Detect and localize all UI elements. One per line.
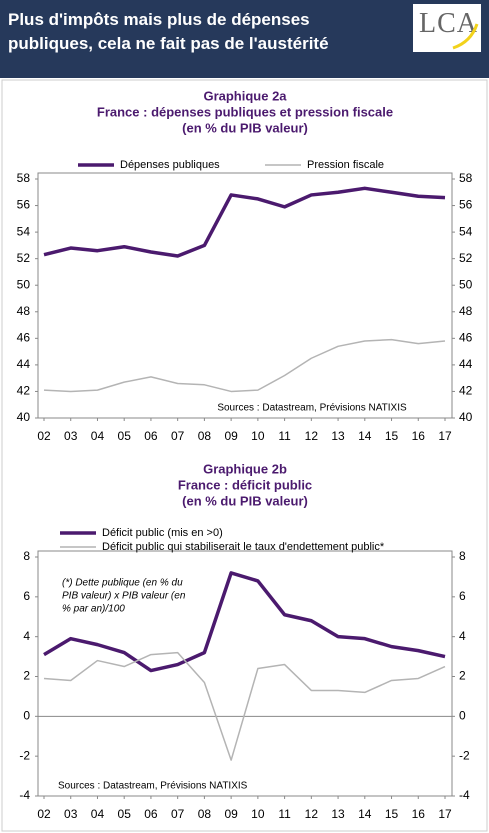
- y-tick-label: 42: [17, 384, 31, 398]
- legend-label: Déficit public (mis en >0): [102, 527, 223, 539]
- y2-tick-label: 6: [459, 589, 466, 603]
- x-tick-label: 04: [91, 807, 105, 821]
- y2-tick-label: -2: [459, 748, 470, 762]
- plot-frame: [37, 172, 453, 419]
- y-tick-label: 50: [17, 277, 31, 291]
- x-tick-label: 14: [358, 807, 372, 821]
- logo: LCA: [413, 4, 481, 52]
- x-tick-label: 16: [412, 807, 426, 821]
- y2-tick-label: 4: [459, 629, 466, 643]
- line-series: [43, 571, 446, 673]
- chart-title: Graphique 2a: [203, 88, 287, 103]
- chart-subtitle: (en % du PIB valeur): [182, 120, 308, 135]
- y-tick-label: 56: [17, 198, 31, 212]
- x-tick-label: 12: [305, 429, 319, 443]
- y2-tick-label: 46: [459, 331, 473, 345]
- y2-tick-label: 2: [459, 669, 466, 683]
- plot-frame: [37, 550, 453, 797]
- y-tick-label: -2: [19, 748, 30, 762]
- y-tick-label: 8: [23, 549, 30, 563]
- x-tick-label: 02: [37, 807, 51, 821]
- note: % par an)/100: [62, 604, 125, 615]
- source: Sources : Datastream, Prévisions NATIXIS: [58, 781, 248, 792]
- y-tick-label: 48: [17, 304, 31, 318]
- line-series: [43, 651, 446, 761]
- y2-tick-label: 42: [459, 384, 473, 398]
- x-tick-label: 15: [385, 429, 399, 443]
- y2-tick-label: 56: [459, 198, 473, 212]
- y-tick-label: 54: [17, 224, 31, 238]
- x-tick-label: 16: [412, 429, 426, 443]
- x-tick-label: 05: [118, 429, 132, 443]
- x-tick-label: 07: [171, 429, 185, 443]
- header: Plus d'impôts mais plus de dépenses publ…: [0, 0, 489, 78]
- x-tick-label: 02: [37, 429, 51, 443]
- y-tick-label: 6: [23, 589, 30, 603]
- x-tick-label: 06: [144, 429, 158, 443]
- y2-tick-label: 52: [459, 251, 473, 265]
- source: Sources : Datastream, Prévisions NATIXIS: [217, 403, 407, 414]
- x-tick-label: 11: [278, 429, 291, 443]
- y-tick-label: 4: [23, 629, 30, 643]
- x-tick-label: 12: [305, 807, 319, 821]
- y2-tick-label: 58: [459, 171, 473, 185]
- y2-tick-label: 50: [459, 277, 473, 291]
- line-series: [43, 186, 446, 258]
- y2-tick-label: 40: [459, 410, 473, 424]
- x-tick-label: 17: [438, 807, 452, 821]
- x-tick-label: 13: [331, 429, 345, 443]
- x-tick-label: 05: [118, 807, 132, 821]
- chart-subtitle: France : dépenses publiques et pression …: [97, 104, 393, 119]
- note: PIB valeur) x PIB valeur (en: [62, 591, 186, 602]
- y-tick-label: 46: [17, 331, 31, 345]
- x-tick-label: 04: [91, 429, 105, 443]
- y-tick-label: 2: [23, 669, 30, 683]
- x-tick-label: 10: [251, 807, 265, 821]
- frame: [1, 79, 488, 832]
- legend-label: Pression fiscale: [307, 159, 384, 171]
- x-tick-label: 09: [224, 807, 238, 821]
- x-tick-label: 14: [358, 429, 372, 443]
- x-tick-label: 08: [198, 807, 212, 821]
- legend-label: Déficit public qui stabiliserait le taux…: [102, 541, 385, 553]
- x-tick-label: 08: [198, 429, 212, 443]
- header-title: Plus d'impôts mais plus de dépenses publ…: [8, 10, 329, 53]
- x-tick-label: 03: [64, 807, 78, 821]
- x-tick-label: 11: [278, 807, 291, 821]
- y2-tick-label: 44: [459, 357, 473, 371]
- y-tick-label: -4: [19, 788, 30, 802]
- x-tick-label: 09: [224, 429, 238, 443]
- y2-tick-label: 8: [459, 549, 466, 563]
- note: (*) Dette publique (en % du: [62, 578, 183, 589]
- x-tick-label: 03: [64, 429, 78, 443]
- logo-swoosh: [452, 23, 479, 50]
- y-tick-label: 44: [17, 357, 31, 371]
- chart-subtitle: France : déficit public: [178, 477, 312, 492]
- line-series: [43, 338, 446, 393]
- x-tick-label: 06: [144, 807, 158, 821]
- y-tick-label: 0: [23, 709, 30, 723]
- chart-title: Graphique 2b: [203, 461, 287, 476]
- legend-label: Dépenses publiques: [120, 159, 220, 171]
- x-tick-label: 07: [171, 807, 185, 821]
- y2-tick-label: 48: [459, 304, 473, 318]
- x-tick-label: 15: [385, 807, 399, 821]
- y-tick-label: 40: [17, 410, 31, 424]
- x-tick-label: 13: [331, 807, 345, 821]
- y2-tick-label: 54: [459, 224, 473, 238]
- chart-subtitle: (en % du PIB valeur): [182, 493, 308, 508]
- y-tick-label: 58: [17, 171, 31, 185]
- y2-tick-label: 0: [459, 709, 466, 723]
- x-tick-label: 10: [251, 429, 265, 443]
- y-tick-label: 52: [17, 251, 31, 265]
- x-tick-label: 17: [438, 429, 452, 443]
- y2-tick-label: -4: [459, 788, 470, 802]
- logo-text: LCA: [419, 8, 478, 39]
